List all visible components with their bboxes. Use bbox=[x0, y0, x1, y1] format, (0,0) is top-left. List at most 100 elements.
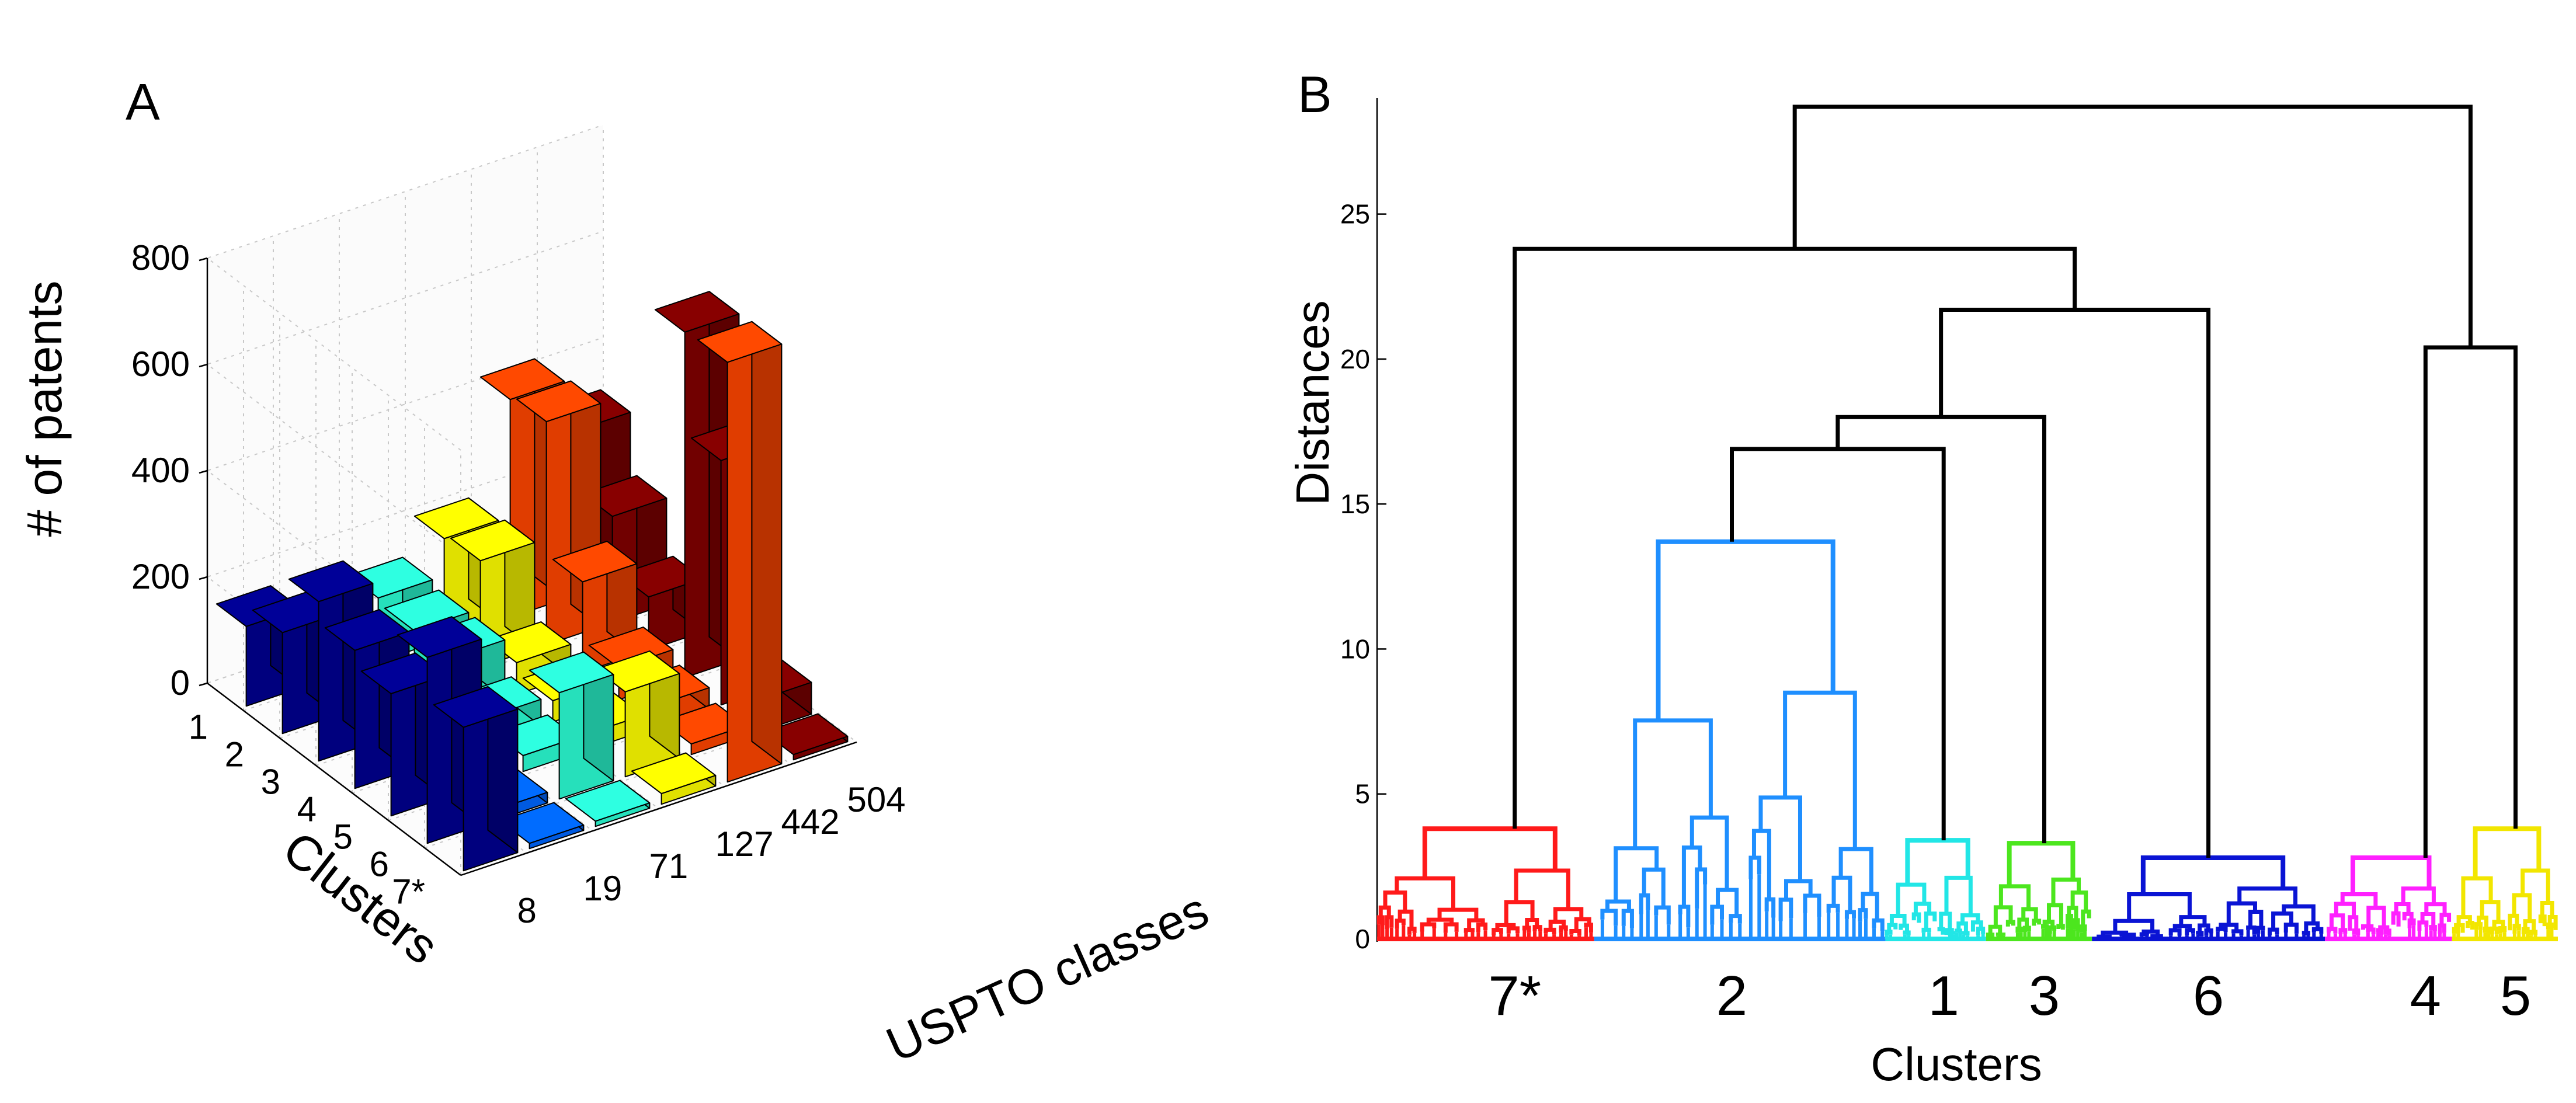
leaf-link bbox=[2340, 892, 2378, 908]
y-tick-label: 20 bbox=[1340, 344, 1370, 374]
leaf-link bbox=[2283, 923, 2299, 934]
clusters-axis-label-b: Clusters bbox=[1871, 1038, 2042, 1090]
leaf-link bbox=[2523, 919, 2536, 932]
y-tick-label: 10 bbox=[1340, 634, 1370, 664]
leaf-link bbox=[1861, 892, 1879, 921]
leaf-link bbox=[1899, 923, 1910, 933]
cluster-label: 1 bbox=[1928, 965, 1959, 1027]
z-tick-label: 400 bbox=[131, 451, 190, 490]
leaf-link bbox=[2512, 893, 2532, 921]
group-top-link bbox=[2473, 826, 2542, 879]
leaf-link bbox=[1397, 909, 1414, 929]
class-axis-line bbox=[460, 741, 857, 876]
z-tick bbox=[199, 469, 208, 474]
merge-link-4 bbox=[2423, 345, 2518, 858]
leaf-link bbox=[2168, 928, 2182, 936]
leaf-link bbox=[2127, 892, 2192, 921]
leaf-link bbox=[2352, 928, 2361, 935]
bar-cluster-7*-class-442 bbox=[697, 321, 783, 783]
leaf-link bbox=[2304, 921, 2320, 933]
leaf-link bbox=[1522, 925, 1531, 933]
leaf-link bbox=[1385, 915, 1394, 929]
z-axis-label: # of patents bbox=[17, 281, 72, 537]
leaf-link bbox=[2256, 925, 2265, 934]
leaf-link bbox=[2216, 927, 2228, 932]
leaf-link bbox=[1514, 868, 1570, 909]
cluster-group-4 bbox=[2325, 855, 2452, 941]
leaf-link bbox=[1420, 922, 1437, 932]
leaf-link bbox=[2480, 900, 2501, 922]
group-top-link bbox=[1422, 826, 1558, 879]
z-tick-label: 800 bbox=[131, 238, 190, 277]
cluster-tick-label: 1 bbox=[189, 708, 208, 747]
z-tick bbox=[199, 257, 208, 262]
leaf-link bbox=[1844, 910, 1857, 919]
cluster-group-7* bbox=[1376, 826, 1594, 941]
leaf-link bbox=[1956, 921, 1968, 934]
leaf-link bbox=[2483, 926, 2491, 934]
panel-b-tree bbox=[1376, 105, 2558, 941]
leaf-link bbox=[2237, 886, 2297, 907]
leaf-link bbox=[1948, 931, 1956, 936]
leaf-link bbox=[2005, 920, 2015, 927]
leaf-link bbox=[1887, 923, 1898, 932]
leaf-link bbox=[1383, 890, 1407, 912]
leaf-link bbox=[2376, 928, 2384, 935]
leaf-link bbox=[2407, 918, 2416, 928]
group-top-link bbox=[2350, 855, 2432, 895]
leaf-link bbox=[2067, 906, 2078, 920]
y-tick-label: 0 bbox=[1355, 924, 1370, 954]
panel-b-axis: 0 5 10 15 20 25 bbox=[1340, 98, 1386, 954]
class-tick-label: 127 bbox=[715, 824, 774, 864]
leaf-link bbox=[1710, 904, 1725, 925]
cluster-tick-label: 4 bbox=[297, 790, 317, 829]
leaf-link bbox=[1826, 903, 1840, 913]
cluster-tick-label: 7* bbox=[392, 872, 425, 911]
merge-link-2 bbox=[1939, 307, 2211, 858]
leaf-link bbox=[2334, 902, 2356, 917]
leaf-link bbox=[2113, 918, 2155, 933]
leaf-link bbox=[1961, 931, 1970, 936]
leaf-link bbox=[2196, 931, 2204, 937]
leaf-link bbox=[2047, 925, 2057, 934]
y-tick-label: 15 bbox=[1340, 489, 1370, 519]
leaf-link bbox=[2420, 911, 2436, 927]
merge-link-0 bbox=[1730, 447, 1946, 841]
leaf-link bbox=[2327, 927, 2338, 934]
leaf-link bbox=[2032, 918, 2042, 926]
leaf-link bbox=[1716, 888, 1739, 916]
leaf-link bbox=[2056, 924, 2065, 930]
leaf-link bbox=[1407, 926, 1417, 935]
z-tick-label: 0 bbox=[171, 663, 190, 702]
cluster-label: 3 bbox=[2029, 965, 2060, 1027]
leaf-link bbox=[1954, 928, 1962, 933]
leaf-link bbox=[1621, 909, 1634, 928]
leaf-link bbox=[1903, 930, 1911, 936]
leaf-link bbox=[2456, 915, 2472, 925]
leaf-link bbox=[2521, 927, 2530, 934]
leaf-link bbox=[2017, 917, 2029, 929]
leaf-link bbox=[1993, 905, 2013, 927]
cluster-label: 2 bbox=[1716, 965, 1747, 1027]
leaf-link bbox=[2452, 927, 2460, 934]
leaf-link bbox=[1553, 907, 1584, 922]
leaf-link bbox=[1614, 846, 1659, 902]
leaf-link bbox=[2512, 924, 2521, 934]
leaf-link bbox=[2476, 916, 2488, 929]
leaf-link bbox=[1729, 914, 1742, 924]
leaf-link bbox=[1872, 918, 1885, 931]
leaf-link bbox=[2150, 934, 2163, 939]
leaf-link bbox=[2046, 903, 2063, 926]
leaf-link bbox=[2066, 914, 2073, 928]
leaf-link bbox=[1924, 911, 1937, 930]
leaf-link bbox=[2429, 925, 2437, 931]
z-tick-label: 200 bbox=[131, 557, 190, 596]
leaf-link bbox=[1996, 932, 2006, 937]
class-tick-label: 71 bbox=[649, 847, 689, 886]
leaf-link bbox=[2521, 868, 2550, 903]
leaf-link bbox=[2466, 921, 2474, 930]
leaf-link bbox=[1944, 875, 1973, 916]
z-tick bbox=[199, 363, 208, 368]
leaf-link bbox=[2540, 901, 2554, 917]
